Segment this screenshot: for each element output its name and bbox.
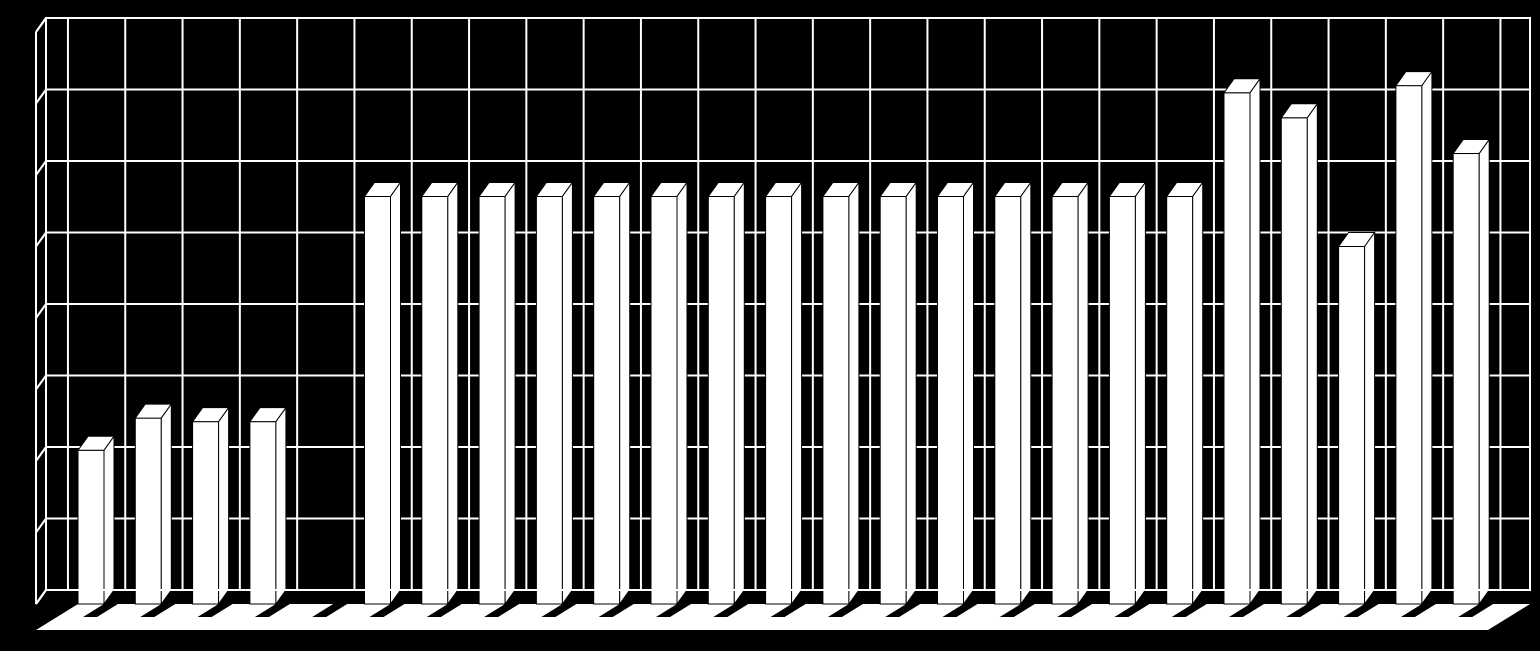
bar-chart-3d [0,0,1540,651]
